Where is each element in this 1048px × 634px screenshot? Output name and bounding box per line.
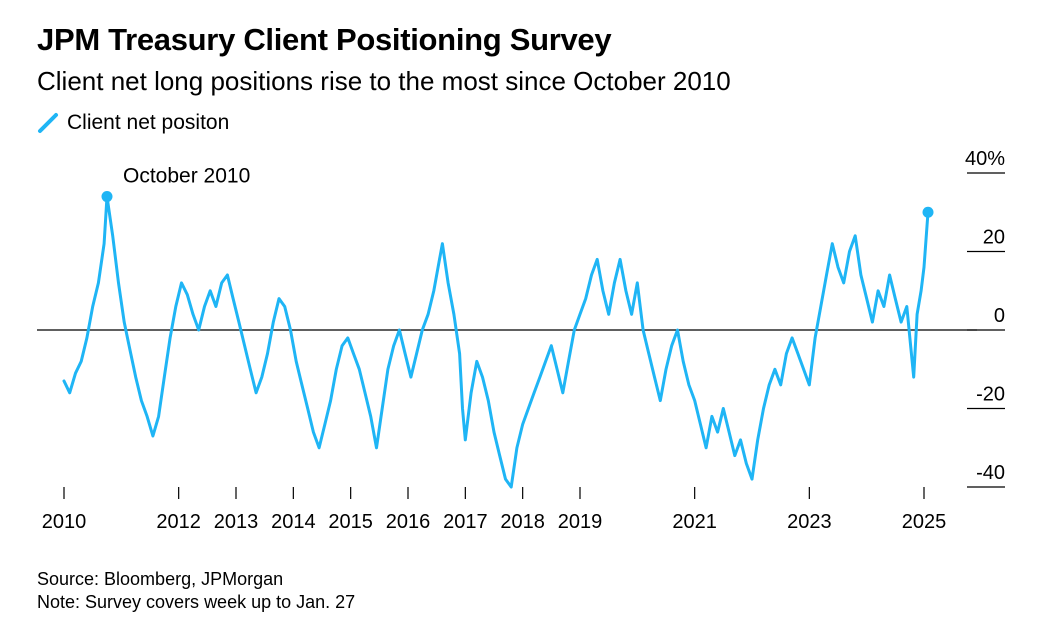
- y-tick-label: -40: [976, 462, 1005, 484]
- survey-note: Note: Survey covers week up to Jan. 27: [37, 592, 356, 612]
- x-tick-label: 2015: [328, 511, 373, 533]
- x-tick-label: 2013: [214, 511, 259, 533]
- x-tick-label: 2021: [672, 511, 717, 533]
- legend-label: Client net positon: [67, 111, 230, 134]
- y-tick-label: -20: [976, 384, 1005, 406]
- x-tick-label: 2016: [386, 511, 431, 533]
- x-tick-label: 2025: [902, 511, 947, 533]
- legend: Client net positon: [37, 110, 229, 136]
- annotation-marker-october-2010: [101, 191, 113, 203]
- source-note: Source: Bloomberg, JPMorgan: [37, 569, 284, 589]
- x-tick-label: 2023: [787, 511, 832, 533]
- end-point-marker: [922, 206, 934, 218]
- x-tick-label: 2012: [156, 511, 201, 533]
- y-tick-label: 20: [983, 227, 1005, 249]
- chart-title: JPM Treasury Client Positioning Survey: [37, 22, 612, 57]
- x-tick-label: 2014: [271, 511, 316, 533]
- y-tick-label: 40%: [965, 148, 1005, 170]
- x-tick-label: 2010: [42, 511, 87, 533]
- x-tick-label: 2017: [443, 511, 488, 533]
- x-tick-label: 2019: [558, 511, 603, 533]
- y-tick-label: 0: [994, 305, 1005, 327]
- series-line-client-net-position: [62, 195, 930, 489]
- annotation-label: October 2010: [123, 165, 250, 188]
- x-tick-label: 2018: [500, 511, 545, 533]
- legend-swatch-icon: [38, 113, 58, 133]
- chart-subtitle: Client net long positions rise to the mo…: [37, 66, 731, 96]
